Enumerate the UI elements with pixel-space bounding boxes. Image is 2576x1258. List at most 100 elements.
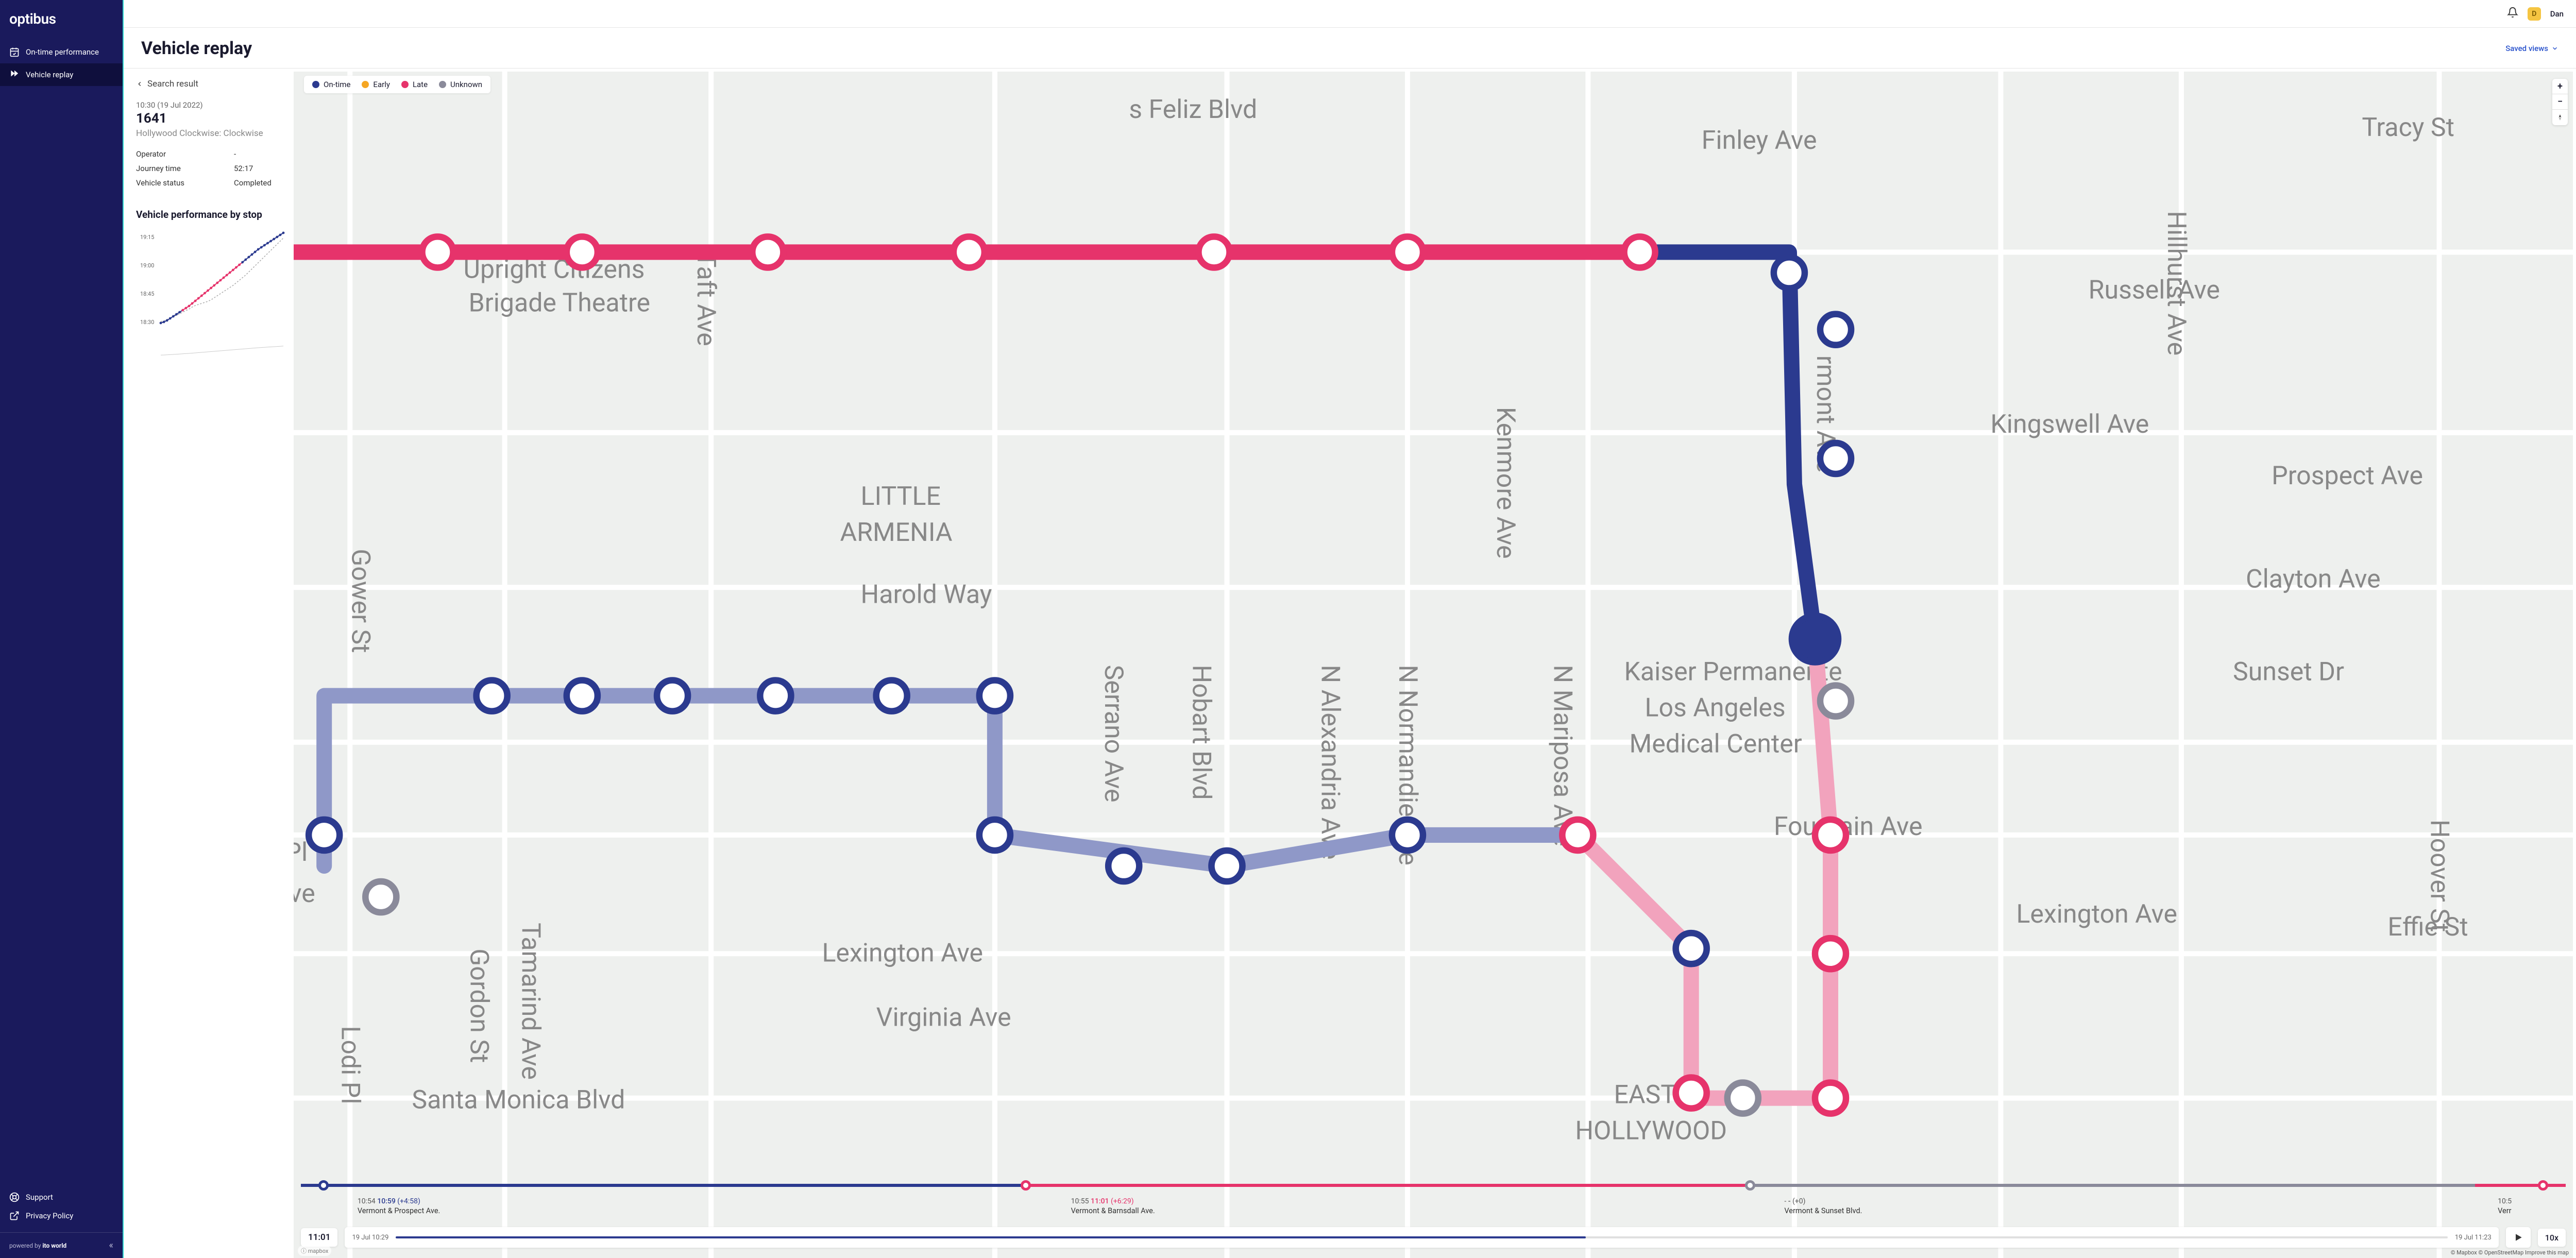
scheduled-time: 10:5 [2498, 1197, 2512, 1205]
sidebar-footer-privacy-policy[interactable]: Privacy Policy [9, 1206, 113, 1225]
map-legend: On-timeEarlyLateUnknown [304, 76, 490, 93]
username: Dan [2550, 9, 2564, 19]
trip-meta-value: Completed [234, 178, 272, 188]
page-header: Vehicle replay Saved views [124, 28, 2576, 69]
svg-text:N Alexandria Ave: N Alexandria Ave [1315, 665, 1345, 860]
main: D Dan Vehicle replay Saved views Search … [124, 0, 2576, 1258]
svg-text:Clayton Ave: Clayton Ave [2246, 564, 2381, 594]
brand-logo: optibus [0, 0, 123, 36]
timeline-stop[interactable]: 10:54 10:59 (+4:58)Vermont & Prospect Av… [358, 1197, 1037, 1215]
svg-text:Los Angeles: Los Angeles [1645, 693, 1786, 723]
svg-text:Virginia Ave: Virginia Ave [876, 1002, 1011, 1032]
svg-text:Santa Monica Blvd: Santa Monica Blvd [412, 1085, 625, 1115]
trip-meta-value: 52:17 [234, 164, 253, 173]
scheduled-time: - [1784, 1197, 1786, 1205]
notifications-icon[interactable] [2507, 7, 2518, 21]
sidebar-item-label: On-time performance [26, 47, 99, 57]
svg-text:19:00: 19:00 [140, 262, 154, 269]
legend-dot-icon [312, 81, 319, 88]
map-canvas[interactable]: s Feliz BlvdFinley AveTracy StHillhurst … [294, 72, 2573, 1258]
stop-name: Vermont & Barnsdall Ave. [1071, 1206, 1751, 1215]
support-icon [9, 1192, 20, 1202]
sidebar-item-on-time-performance[interactable]: On-time performance [0, 41, 123, 63]
trip-time: 10:30 (19 Jul 2022) [136, 100, 290, 110]
stop-name: Verr [2498, 1206, 2573, 1215]
scheduled-time: 10:55 [1071, 1197, 1089, 1205]
timeline-node[interactable] [2538, 1180, 2548, 1191]
detail-panel: Search result 10:30 (19 Jul 2022) 1641 H… [124, 69, 294, 1258]
playback-end-label: 19 Jul 11:23 [2455, 1234, 2492, 1242]
sidebar-collapse-icon[interactable]: « [109, 1240, 113, 1251]
svg-text:Effie St: Effie St [2387, 912, 2468, 942]
svg-text:Finley Ave: Finley Ave [1702, 126, 1817, 156]
mapbox-logo: ⓘ mapbox [298, 1246, 331, 1256]
scheduled-time: 10:54 [358, 1197, 376, 1205]
timeline-node[interactable] [318, 1180, 329, 1191]
playback-start-label: 19 Jul 10:29 [352, 1234, 388, 1242]
playback-speed-button[interactable]: 10x [2538, 1229, 2566, 1247]
legend-dot-icon [439, 81, 446, 88]
play-button[interactable] [2506, 1227, 2531, 1248]
compass-button[interactable] [2552, 110, 2568, 125]
svg-text:18:30: 18:30 [140, 319, 154, 326]
actual-time: 10:59 [377, 1197, 396, 1205]
trip-meta-label: Operator [136, 149, 234, 159]
avatar[interactable]: D [2528, 7, 2541, 21]
svg-text:Sunset Dr: Sunset Dr [2233, 657, 2344, 687]
saved-views-button[interactable]: Saved views [2505, 44, 2558, 53]
calendar-check-icon [9, 47, 20, 57]
actual-time: - [1788, 1197, 1791, 1205]
back-button[interactable]: Search result [136, 79, 290, 89]
zoom-out-button[interactable]: − [2552, 94, 2568, 110]
legend-dot-icon [362, 81, 369, 88]
svg-text:Tracy St: Tracy St [2362, 113, 2454, 143]
svg-text:Lexington Ave: Lexington Ave [2016, 899, 2177, 929]
timeline-node[interactable] [1745, 1180, 1755, 1191]
svg-text:untain Ave: untain Ave [294, 879, 315, 909]
svg-text:18:45: 18:45 [140, 291, 154, 297]
svg-text:Brigade Theatre: Brigade Theatre [469, 288, 650, 318]
topbar: D Dan [124, 0, 2576, 28]
sidebar-footer: Support Privacy Policy [0, 1181, 123, 1232]
zoom-in-button[interactable]: + [2552, 79, 2568, 94]
legend-item-early: Early [362, 80, 390, 89]
trip-meta: Operator-Journey time52:17Vehicle status… [136, 147, 290, 190]
timeline-stop[interactable]: 10:55 11:01 (+6:29)Vermont & Barnsdall A… [1071, 1197, 1751, 1215]
map-area[interactable]: On-timeEarlyLateUnknown + − s Feliz Blvd… [294, 72, 2573, 1258]
timeline-segment [301, 1184, 1026, 1187]
timeline-node[interactable] [1021, 1180, 1031, 1191]
performance-chart: 19:15 19:00 18:45 18:30 [136, 229, 285, 337]
svg-text:Hobart Blvd: Hobart Blvd [1186, 665, 1216, 800]
sidebar-item-vehicle-replay[interactable]: Vehicle replay [0, 63, 123, 86]
trip-meta-label: Vehicle status [136, 178, 234, 188]
performance-mini-chart [136, 343, 285, 359]
stop-timeline[interactable]: 10:54 10:59 (+4:58)Vermont & Prospect Av… [301, 1182, 2566, 1223]
svg-text:HOLLYWOOD: HOLLYWOOD [1575, 1116, 1727, 1146]
map-attribution[interactable]: © Mapbox © OpenStreetMap Improve this ma… [2451, 1249, 2569, 1256]
timeline-segment [1026, 1184, 1751, 1187]
svg-text:Russell Ave: Russell Ave [2089, 276, 2220, 305]
svg-text:Harold Way: Harold Way [861, 580, 992, 609]
actual-time: 11:01 [1091, 1197, 1109, 1205]
sidebar-footer-support[interactable]: Support [9, 1188, 113, 1206]
svg-text:Kingswell Ave: Kingswell Ave [1990, 410, 2149, 439]
sidebar-footer-label: Support [26, 1193, 53, 1202]
svg-text:19:15: 19:15 [140, 234, 154, 241]
brand-name: optibus [9, 10, 56, 27]
trip-meta-row: Operator- [136, 147, 290, 161]
playback-scrubber[interactable]: 19 Jul 10:29 19 Jul 11:23 [345, 1227, 2498, 1248]
stop-name: Vermont & Prospect Ave. [358, 1206, 1037, 1215]
timeline-stop[interactable]: - - (+0)Vermont & Sunset Blvd. [1784, 1197, 2464, 1215]
timeline-stop[interactable]: 10:5 Verr [2498, 1197, 2573, 1215]
sidebar-footer-label: Privacy Policy [26, 1211, 73, 1220]
legend-dot-icon [401, 81, 409, 88]
delta-time: (+4:58) [397, 1197, 420, 1205]
timeline-segment [2475, 1184, 2566, 1187]
playback-bar: 11:01 19 Jul 10:29 19 Jul 11:23 10x [301, 1227, 2566, 1248]
svg-text:Lodi Pl: Lodi Pl [335, 1026, 365, 1104]
legend-item-late: Late [401, 80, 428, 89]
trip-meta-row: Vehicle statusCompleted [136, 176, 290, 190]
timeline-segment [1750, 1184, 2475, 1187]
sidebar-nav: On-time performance Vehicle replay [0, 36, 123, 1181]
legend-item-on-time: On-time [312, 80, 350, 89]
